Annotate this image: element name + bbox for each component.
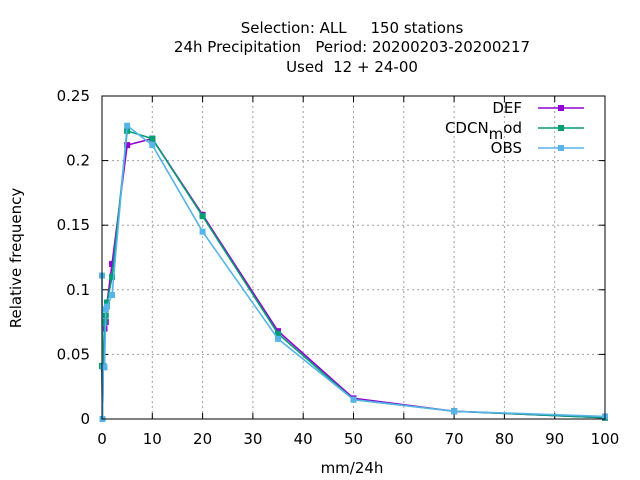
x-tick-label: 40: [294, 430, 313, 448]
data-point-def: [124, 142, 131, 149]
data-point-cdcn: [104, 299, 111, 306]
data-point-cdcn: [199, 213, 206, 220]
data-point-obs: [104, 303, 111, 310]
legend-label-def: DEF: [492, 99, 522, 117]
x-tick-label: 20: [193, 430, 212, 448]
x-axis-label: mm/24h: [321, 459, 384, 477]
x-tick-label: 70: [445, 430, 464, 448]
data-point-obs: [199, 228, 206, 235]
y-tick-label: 0.1: [66, 281, 90, 299]
y-tick-label: 0.2: [66, 152, 90, 170]
x-axis-ticks: 0 10 20 30 40 50 60 70 80 90 100: [97, 96, 619, 448]
plot-frame: [101, 95, 606, 420]
y-tick-label: 0.05: [57, 345, 90, 363]
data-point-cdcn: [149, 135, 156, 142]
legend-label-cdcn: CDCNmod: [445, 119, 522, 143]
legend-label-obs: OBS: [491, 139, 522, 157]
y-tick-label: 0.25: [57, 87, 90, 105]
data-point-cdcn: [109, 273, 116, 280]
chart-title: Selection: ALL 150 stations 24h Precipit…: [174, 19, 530, 76]
data-point-def: [109, 260, 116, 267]
series-line-cdcn: [101, 129, 606, 420]
data-point-obs: [451, 408, 458, 415]
x-tick-label: 10: [143, 430, 162, 448]
chart-title-line-2: 24h Precipitation Period: 20200203-20200…: [174, 38, 530, 56]
y-axis-label: Relative frequency: [7, 188, 25, 329]
x-tick-label: 90: [545, 430, 564, 448]
data-point-cdcn: [101, 319, 108, 326]
y-axis-ticks: 0 0.05 0.1 0.15 0.2 0.25: [57, 87, 605, 428]
data-point-obs: [124, 122, 131, 129]
legend-marker-cdcn: [558, 125, 564, 131]
x-tick-label: 30: [243, 430, 262, 448]
legend-marker-obs: [558, 145, 564, 151]
x-tick-label: 50: [344, 430, 363, 448]
data-point-obs: [149, 142, 156, 149]
grid-lines: [102, 96, 605, 419]
x-tick-label: 80: [495, 430, 514, 448]
data-point-obs: [275, 335, 282, 342]
x-tick-label: 60: [394, 430, 413, 448]
chart-title-line-1: Selection: ALL 150 stations: [241, 19, 464, 37]
legend-marker-def: [558, 105, 564, 111]
data-point-obs: [101, 364, 108, 371]
data-point-obs: [109, 291, 116, 298]
x-tick-label: 0: [97, 430, 107, 448]
data-point-obs: [350, 396, 357, 403]
chart-title-line-3: Used 12 + 24-00: [286, 58, 418, 76]
y-tick-label: 0: [80, 410, 90, 428]
x-tick-label: 100: [591, 430, 620, 448]
data-point-cdcn: [275, 330, 282, 337]
y-tick-label: 0.15: [57, 216, 90, 234]
